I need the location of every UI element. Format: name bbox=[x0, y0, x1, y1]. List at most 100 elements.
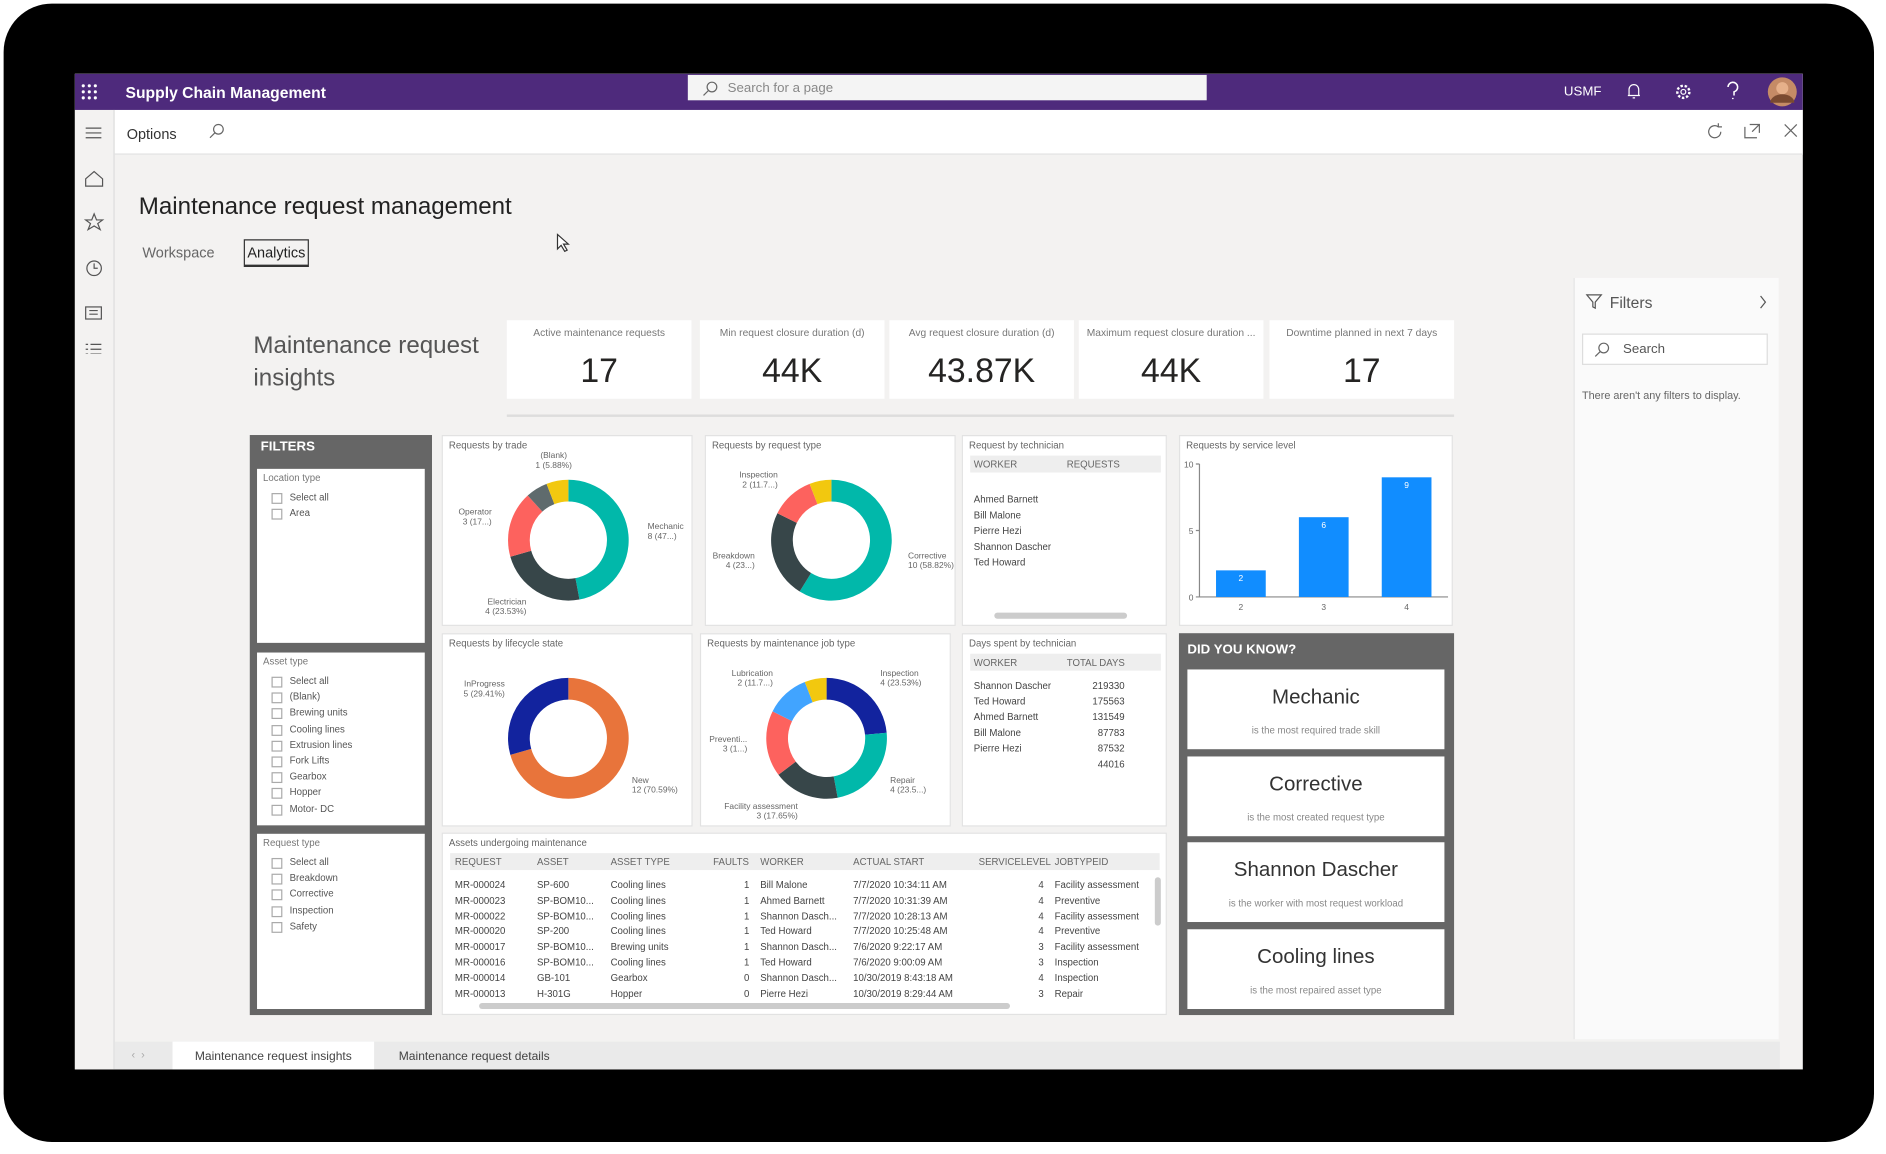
x-tick-label: 4 bbox=[1404, 602, 1409, 612]
table-cell: 87532 bbox=[1097, 743, 1125, 755]
checkbox[interactable] bbox=[271, 788, 283, 800]
kpi-card: Min request closure duration (d) 44K bbox=[699, 320, 885, 399]
slicer-option[interactable]: Cooling lines bbox=[289, 723, 345, 735]
donut-segment bbox=[510, 677, 629, 799]
table-cell: MR-000024 bbox=[454, 879, 506, 891]
checkbox[interactable] bbox=[271, 676, 283, 688]
slicer-option[interactable]: Safety bbox=[289, 920, 317, 932]
table-cell: Shannon Dasch... bbox=[760, 910, 837, 922]
segment-name: Inspection bbox=[880, 668, 919, 678]
data-label: 6 bbox=[1321, 520, 1326, 530]
slicer-option[interactable]: Area bbox=[289, 507, 311, 519]
segment-name: Lubrication bbox=[732, 668, 774, 678]
popout-icon[interactable] bbox=[1742, 122, 1761, 141]
slicer-title: Asset type bbox=[263, 656, 309, 668]
divider bbox=[506, 414, 1455, 417]
slicer-option[interactable]: Hopper bbox=[289, 787, 322, 799]
checkbox[interactable] bbox=[271, 508, 283, 520]
global-search[interactable]: Search for a page bbox=[687, 74, 1207, 101]
slicer-option[interactable]: Motor- DC bbox=[289, 803, 335, 814]
tab-analytics[interactable]: Analytics bbox=[243, 239, 309, 268]
table-cell: Hopper bbox=[610, 987, 643, 999]
checkbox[interactable] bbox=[271, 772, 283, 784]
segment-name: Mechanic bbox=[648, 521, 684, 531]
donut-segment bbox=[833, 732, 887, 798]
checkbox[interactable] bbox=[271, 692, 283, 704]
slicer-option[interactable]: Fork Lifts bbox=[289, 755, 330, 767]
page-title: Maintenance request management bbox=[138, 193, 512, 220]
card-title: Requests by trade bbox=[448, 439, 528, 451]
scrollbar[interactable] bbox=[994, 612, 1128, 619]
kpi-value: 44K bbox=[762, 351, 823, 390]
table-cell: 1 bbox=[743, 926, 750, 937]
slicer-option[interactable]: Gearbox bbox=[289, 771, 327, 783]
table-cell: Cooling lines bbox=[610, 926, 666, 937]
slicer-option[interactable]: Breakdown bbox=[289, 872, 338, 884]
options-button[interactable]: Options bbox=[126, 125, 177, 143]
table-cell: SP-BOM10... bbox=[536, 895, 594, 907]
slicer-option[interactable]: Select all bbox=[289, 491, 329, 503]
insight-card: Cooling lines is the most repaired asset … bbox=[1187, 928, 1445, 1009]
slicer-option[interactable]: Brewing units bbox=[289, 707, 348, 719]
slicer-option[interactable]: (Blank) bbox=[289, 691, 321, 703]
search-icon[interactable] bbox=[209, 122, 226, 139]
checkbox[interactable] bbox=[271, 889, 283, 901]
table-cell: MR-000014 bbox=[454, 972, 506, 984]
segment-name: Facility assessment bbox=[724, 801, 798, 811]
report-tab[interactable]: Maintenance request insights bbox=[172, 1041, 375, 1070]
checkbox[interactable] bbox=[271, 740, 283, 752]
avatar[interactable] bbox=[1767, 76, 1798, 107]
data-label: 4 (23.53%) bbox=[880, 677, 921, 687]
checkbox[interactable] bbox=[271, 493, 283, 504]
checkbox[interactable] bbox=[271, 724, 283, 736]
table-cell: Cooling lines bbox=[610, 879, 666, 891]
refresh-icon[interactable] bbox=[1705, 122, 1724, 141]
table-cell: Ahmed Barnett bbox=[973, 494, 1039, 506]
table-cell: Shannon Dasch... bbox=[760, 941, 837, 953]
slicer-option[interactable]: Corrective bbox=[289, 888, 334, 900]
tab-workspace[interactable]: Workspace bbox=[142, 244, 215, 262]
kpi-value: 17 bbox=[580, 351, 618, 390]
checkbox[interactable] bbox=[271, 756, 283, 768]
insight-caption: is the most required trade skill bbox=[1251, 725, 1381, 736]
slicer-option[interactable]: Select all bbox=[289, 675, 329, 687]
table-cell: 4 bbox=[1038, 910, 1044, 922]
bar-chart: 0 5 10 2 2 6 3 9 4 bbox=[1184, 460, 1449, 612]
checkbox[interactable] bbox=[271, 921, 283, 933]
y-tick-label: 0 bbox=[1189, 593, 1194, 603]
kpi-card: Avg request closure duration (d) 43.87K bbox=[889, 320, 1074, 399]
donut-segment bbox=[771, 513, 812, 592]
slicer-option[interactable]: Inspection bbox=[289, 904, 334, 916]
bell-icon[interactable] bbox=[1625, 82, 1642, 101]
data-label: 2 (11.7...) bbox=[742, 479, 778, 489]
nav-icons[interactable] bbox=[81, 124, 108, 355]
checkbox[interactable] bbox=[271, 857, 283, 869]
scrollbar[interactable] bbox=[1154, 877, 1161, 926]
slicer-option[interactable]: Extrusion lines bbox=[289, 739, 353, 751]
donut-segment bbox=[508, 495, 543, 557]
data-label: 9 bbox=[1404, 480, 1409, 490]
tab-arrows[interactable]: ‹ › bbox=[131, 1048, 145, 1061]
collapse-icon[interactable] bbox=[1758, 295, 1768, 310]
search-placeholder: Search for a page bbox=[727, 80, 834, 96]
table-cell: Ted Howard bbox=[760, 926, 812, 937]
checkbox[interactable] bbox=[271, 804, 283, 816]
table-cell: 1 bbox=[743, 895, 750, 907]
help-icon[interactable] bbox=[1726, 81, 1740, 100]
y-tick-label: 10 bbox=[1184, 460, 1194, 470]
checkbox[interactable] bbox=[271, 873, 283, 885]
table-cell: Preventive bbox=[1054, 895, 1101, 907]
app-launcher[interactable] bbox=[81, 83, 98, 100]
checkbox[interactable] bbox=[271, 708, 283, 720]
scrollbar[interactable] bbox=[479, 1002, 1011, 1010]
filters-search[interactable]: Search bbox=[1581, 333, 1768, 365]
slicer-option[interactable]: Select all bbox=[289, 856, 329, 868]
table-cell: 1 bbox=[743, 957, 750, 968]
company[interactable]: USMF bbox=[1563, 84, 1602, 100]
report-tab[interactable]: Maintenance request details bbox=[378, 1042, 571, 1070]
settings-icon[interactable] bbox=[1674, 82, 1693, 101]
close-icon[interactable] bbox=[1782, 122, 1799, 139]
checkbox[interactable] bbox=[271, 905, 283, 917]
